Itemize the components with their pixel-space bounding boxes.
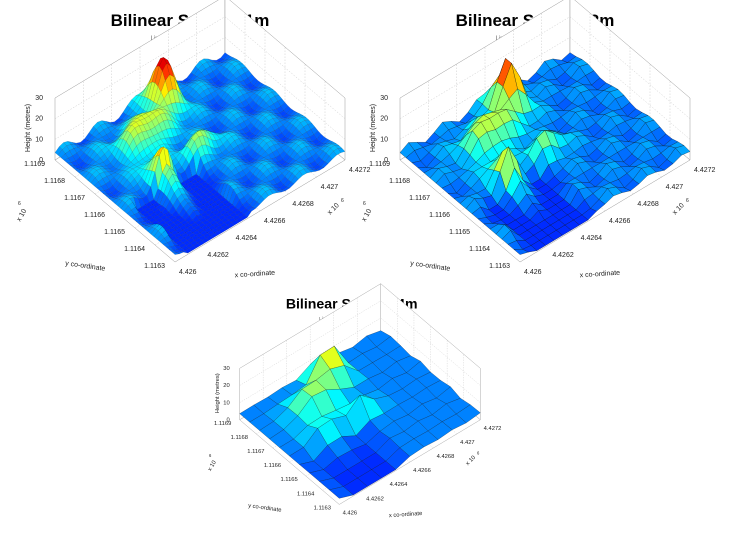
z-tick-label: 10 [223, 400, 229, 406]
y-tick-label: 1.1166 [429, 212, 450, 219]
grid-line [224, 37, 346, 140]
grid-line [380, 317, 481, 403]
y-tick-label: 1.1169 [214, 421, 231, 427]
x-tick-label: 4.4266 [264, 218, 286, 225]
z-tick-label: 30 [380, 95, 388, 102]
x-exponent-power: 6 [686, 198, 689, 204]
x-tick-label: 4.4272 [484, 426, 502, 432]
surface-panel: Bilinear Surface 1mLinear Surface Interp… [16, 0, 371, 279]
surface [239, 330, 481, 499]
surface-patch [171, 251, 180, 255]
x-axis-label: x co-ordinate [234, 270, 275, 280]
grid-line [569, 37, 691, 140]
y-tick-label: 1.1169 [24, 161, 45, 168]
grid-line [239, 317, 381, 403]
y-exponent-power: 6 [363, 201, 366, 207]
x-tick-label: 4.4264 [390, 482, 409, 488]
y-tick-label: 1.1164 [297, 491, 315, 497]
x-exponent-power: 6 [477, 451, 480, 456]
grid-line [239, 300, 381, 386]
y-tick-label: 1.1167 [247, 449, 264, 455]
x-exponent: x 10 [465, 455, 477, 467]
x-tick-label: 4.4262 [366, 496, 384, 502]
z-axis-label: Height (metres) [370, 104, 377, 152]
z-tick-label: 30 [223, 366, 229, 372]
y-tick-label: 1.1166 [264, 463, 281, 469]
y-axis-label: y co-ordinate [410, 260, 451, 273]
z-axis-label: Height (metres) [25, 104, 32, 152]
z-tick-label: 0 [384, 157, 388, 164]
surface-patch [513, 249, 529, 255]
y-tick-label: 1.1168 [231, 435, 248, 441]
z-tick-label: 0 [226, 417, 229, 423]
grid-line [224, 16, 346, 119]
x-tick-label: 4.4266 [609, 218, 631, 225]
z-tick-label: 20 [223, 383, 229, 389]
y-tick-label: 1.1167 [409, 195, 430, 202]
x-tick-label: 4.4264 [581, 235, 603, 242]
x-tick-label: 4.4268 [437, 454, 455, 460]
x-tick-label: 4.426 [343, 510, 358, 516]
z-tick-label: 20 [380, 116, 388, 123]
y-tick-label: 1.1169 [369, 161, 390, 168]
y-axis-label: y co-ordinate [65, 260, 106, 273]
z-tick-label: 20 [35, 116, 43, 123]
y-tick-label: 1.1163 [144, 263, 165, 270]
y-tick-label: 1.1163 [489, 263, 510, 270]
y-exponent-power: 6 [209, 453, 212, 458]
surface-panel: Bilinear Surface 4mLinear Surface Interp… [207, 283, 502, 519]
surface [399, 52, 691, 255]
z-tick-label: 0 [39, 157, 43, 164]
y-exponent: x 10 [361, 208, 374, 223]
x-tick-label: 4.4272 [694, 167, 716, 174]
y-exponent: x 10 [16, 208, 29, 223]
x-exponent: x 10 [671, 202, 685, 216]
y-tick-label: 1.1165 [449, 229, 470, 236]
x-exponent-power: 6 [341, 198, 344, 204]
x-tick-label: 4.427 [460, 440, 475, 446]
x-axis-label: x co-ordinate [389, 511, 423, 519]
grid-line [569, 16, 691, 119]
surface-patch [329, 486, 354, 499]
x-tick-label: 4.427 [666, 184, 684, 191]
grid-line [399, 16, 571, 119]
x-exponent: x 10 [326, 202, 340, 216]
y-tick-label: 1.1165 [280, 477, 297, 483]
x-tick-label: 4.4272 [349, 167, 371, 174]
x-tick-label: 4.4268 [637, 201, 659, 208]
x-tick-label: 4.4262 [207, 252, 229, 259]
x-tick-label: 4.426 [524, 269, 542, 276]
z-axis-label: Height (metres) [215, 373, 221, 413]
y-tick-label: 1.1163 [314, 505, 331, 511]
surface-panel: Bilinear Surface 2mLinear Surface Interp… [361, 0, 716, 279]
surface [54, 52, 346, 255]
y-tick-label: 1.1166 [84, 212, 105, 219]
x-tick-label: 4.4268 [292, 201, 314, 208]
x-tick-label: 4.4264 [236, 235, 258, 242]
x-axis-label: x co-ordinate [579, 270, 620, 280]
grid-line [380, 300, 481, 386]
y-exponent-power: 6 [18, 201, 21, 207]
grid-line [399, 37, 571, 140]
y-tick-label: 1.1164 [469, 246, 490, 253]
z-tick-label: 10 [380, 136, 388, 143]
z-tick-label: 10 [35, 136, 43, 143]
grid-line [54, 37, 226, 140]
x-tick-label: 4.4266 [413, 468, 431, 474]
y-tick-label: 1.1168 [44, 178, 65, 185]
x-tick-label: 4.427 [321, 184, 339, 191]
x-tick-label: 4.426 [179, 269, 197, 276]
y-exponent: x 10 [207, 460, 218, 472]
y-tick-label: 1.1167 [64, 195, 85, 202]
z-tick-label: 30 [35, 95, 43, 102]
y-tick-label: 1.1168 [389, 178, 410, 185]
x-tick-label: 4.4262 [552, 252, 574, 259]
y-tick-label: 1.1164 [124, 246, 145, 253]
y-tick-label: 1.1165 [104, 229, 125, 236]
y-axis-label: y co-ordinate [248, 503, 282, 514]
grid-line [54, 16, 226, 119]
